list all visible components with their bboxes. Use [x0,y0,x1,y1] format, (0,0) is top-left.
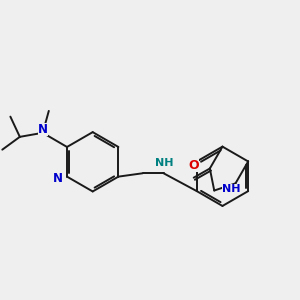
Text: NH: NH [154,158,173,168]
Text: N: N [38,123,48,136]
Text: NH: NH [222,184,240,194]
Text: N: N [53,172,63,185]
Text: O: O [188,159,199,172]
